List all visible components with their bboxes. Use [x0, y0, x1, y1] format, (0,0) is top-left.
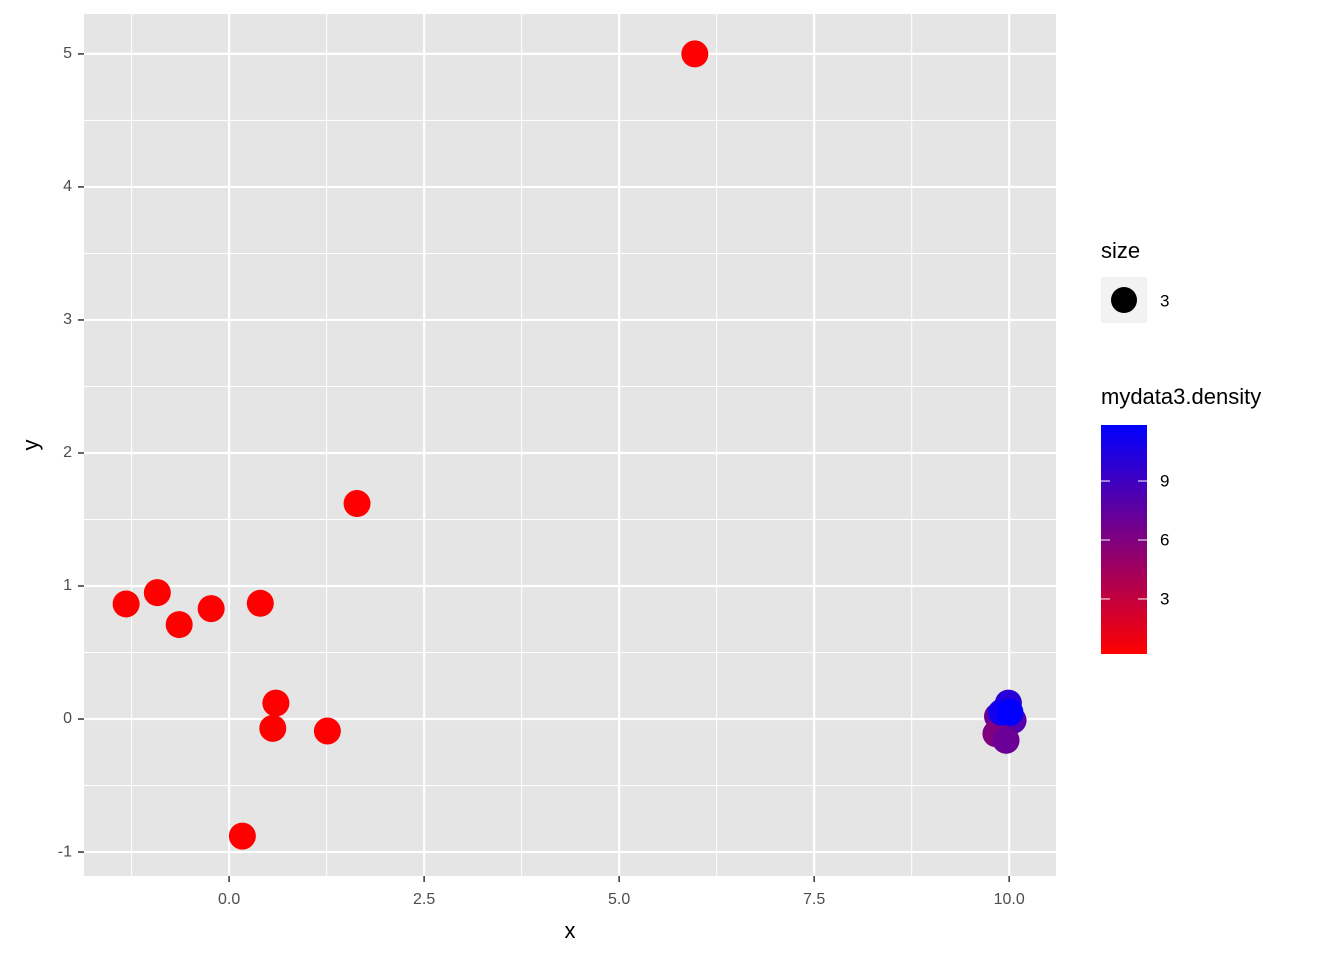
y-tick-label: -1: [58, 843, 72, 860]
y-tick-label: 2: [63, 444, 72, 461]
x-tick-label: 2.5: [413, 891, 435, 908]
size-legend-title: size: [1101, 238, 1140, 263]
colorbar-label: 3: [1160, 589, 1169, 608]
point: [228, 822, 256, 850]
y-tick-label: 5: [63, 45, 72, 62]
y-tick-label: 0: [63, 710, 72, 727]
point: [262, 689, 290, 717]
x-tick-label: 7.5: [803, 891, 825, 908]
point: [259, 714, 287, 742]
point: [681, 40, 709, 68]
point: [343, 490, 371, 518]
point: [246, 589, 274, 617]
point: [996, 698, 1024, 726]
size-legend-symbol: [1111, 287, 1137, 313]
y-tick-label: 3: [63, 311, 72, 328]
x-tick-label: 5.0: [608, 891, 630, 908]
x-axis-label: x: [565, 918, 576, 943]
point: [112, 590, 140, 618]
y-tick-label: 1: [63, 577, 72, 594]
colorbar-label: 6: [1160, 530, 1169, 549]
point: [165, 611, 193, 639]
point: [992, 726, 1020, 754]
y-axis-label: y: [18, 440, 43, 451]
point: [197, 595, 225, 623]
y-tick-label: 4: [63, 178, 72, 195]
colorbar-label: 9: [1160, 472, 1169, 491]
x-tick-label: 10.0: [994, 891, 1025, 908]
x-tick-label: 0.0: [218, 891, 240, 908]
panel: [84, 14, 1056, 876]
color-legend-title: mydata3.density: [1101, 384, 1261, 409]
point: [143, 579, 171, 607]
point: [313, 717, 341, 745]
size-legend-label: 3: [1160, 291, 1169, 310]
